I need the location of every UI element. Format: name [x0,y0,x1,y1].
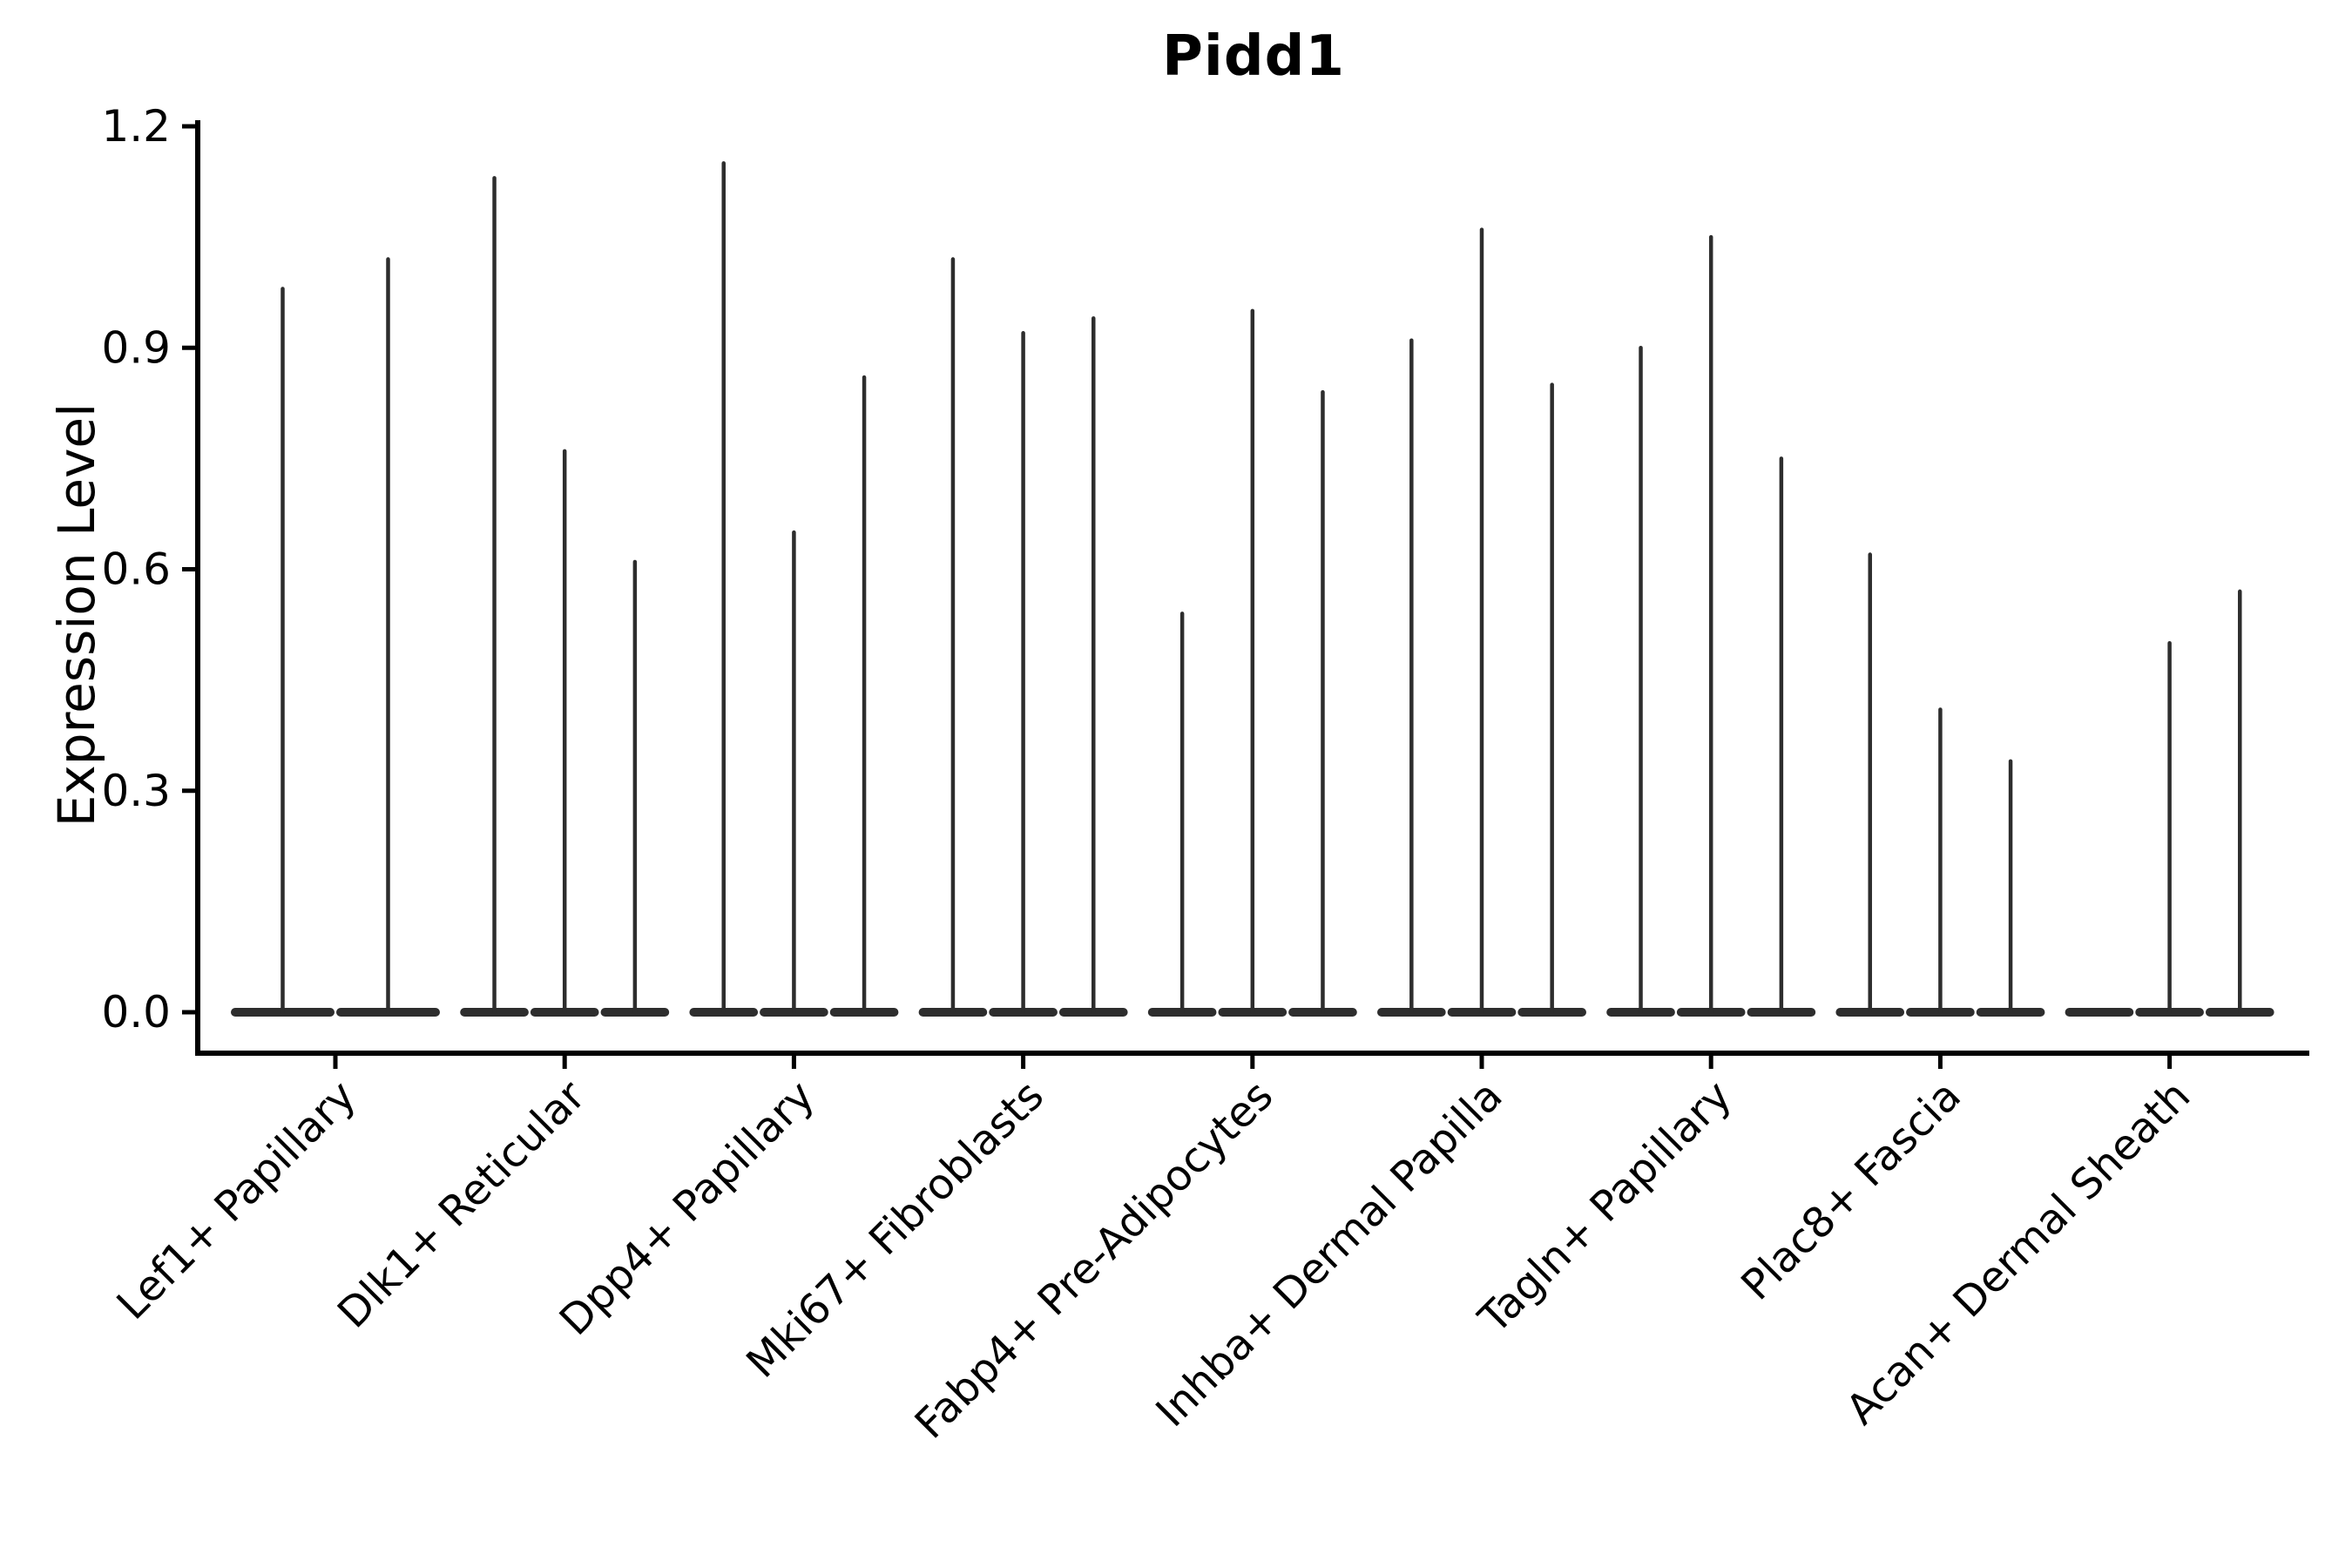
x-tick-label: Plac8+ Fascia [1732,1071,1970,1310]
y-tick-label: 0.0 [101,987,171,1037]
chart-title: Pidd1 [1162,24,1345,89]
x-tick-label: Dlk1+ Reticular [328,1071,595,1338]
x-tick-label: Tagln+ Papillary [1469,1071,1740,1343]
y-tick-label: 0.9 [101,322,171,373]
y-tick-label: 0.3 [101,766,171,816]
x-tick-label: Dpp4+ Papillary [551,1071,824,1345]
y-tick-label: 0.6 [101,544,171,595]
y-tick-label: 1.2 [101,101,171,152]
violin-base [2065,1008,2134,1017]
x-tick-label: Lef1+ Papillary [108,1071,366,1329]
